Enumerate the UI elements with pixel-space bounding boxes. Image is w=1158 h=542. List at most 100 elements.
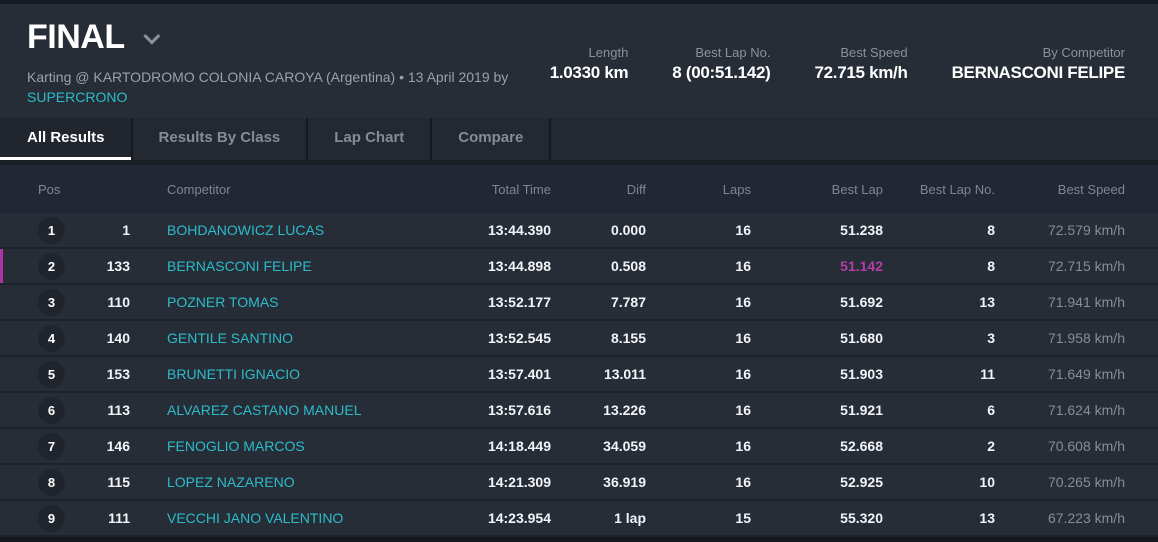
- best-speed-cell: 70.265 km/h: [1047, 474, 1125, 490]
- stat-by-competitor: By Competitor BERNASCONI FELIPE: [951, 44, 1126, 118]
- column-header-best-lap: Best Lap: [831, 181, 883, 197]
- diff-cell: 13.011: [603, 366, 646, 382]
- table-row[interactable]: 4 140 GENTILE SANTINO 13:52.545 8.155 16 51.68…: [0, 321, 1158, 357]
- diff-cell: 0.508: [610, 258, 646, 274]
- competitor-link[interactable]: BRUNETTI IGNACIO: [167, 366, 301, 382]
- position-cell: 9: [0, 504, 92, 532]
- best-lap-cell: 52.925: [840, 474, 883, 490]
- kart-number-cell: 153: [106, 366, 130, 382]
- best-lap-no-cell: 2: [987, 438, 995, 454]
- competitor-link[interactable]: LOPEZ NAZARENO: [167, 474, 295, 490]
- laps-cell: 16: [735, 438, 751, 454]
- column-header-best-lap-no: Best Lap No.: [919, 181, 995, 197]
- best-lap-cell: 51.903: [840, 366, 883, 382]
- column-header-diff: Diff: [626, 181, 646, 197]
- kart-number-cell: 146: [106, 438, 130, 454]
- best-lap-no-cell: 13: [979, 510, 995, 526]
- table-row[interactable]: 8 115 LOPEZ NAZARENO 14:21.309 36.919 16 52.92…: [0, 465, 1158, 501]
- table-row[interactable]: 3 110 POZNER TOMAS 13:52.177 7.787 16 51.692 13…: [0, 285, 1158, 321]
- tab-all-results[interactable]: All Results: [0, 118, 133, 160]
- table-row[interactable]: 2 133 BERNASCONI FELIPE 13:44.898 0.508 16 51.…: [0, 249, 1158, 285]
- diff-cell: 36.919: [603, 474, 646, 490]
- chevron-down-icon[interactable]: [142, 27, 160, 45]
- best-lap-no-cell: 10: [979, 474, 995, 490]
- stat-length: Length 1.0330 km: [550, 44, 629, 118]
- kart-number-cell: 140: [106, 330, 130, 346]
- best-speed-cell: 67.223 km/h: [1047, 510, 1125, 526]
- best-speed-cell: 71.958 km/h: [1047, 330, 1125, 346]
- position-badge: 8: [38, 468, 65, 496]
- stat-label: Length: [588, 45, 629, 60]
- tab-lap-chart[interactable]: Lap Chart: [308, 118, 433, 160]
- competitor-link[interactable]: ALVAREZ CASTANO MANUEL: [167, 402, 362, 418]
- competitor-link[interactable]: GENTILE SANTINO: [167, 330, 294, 346]
- laps-cell: 16: [735, 474, 751, 490]
- position-cell: 3: [0, 288, 92, 316]
- laps-cell: 16: [735, 222, 751, 238]
- best-lap-no-cell: 3: [987, 330, 995, 346]
- position-cell: 5: [0, 360, 92, 388]
- organizer-link[interactable]: SUPERCRONO: [27, 89, 128, 105]
- table-row[interactable]: 6 113 ALVAREZ CASTANO MANUEL 13:57.616 13.22…: [0, 393, 1158, 429]
- session-title-dropdown[interactable]: FINAL: [27, 18, 508, 57]
- best-lap-no-cell: 11: [980, 366, 995, 382]
- diff-cell: 34.059: [603, 438, 646, 454]
- position-badge: 1: [38, 216, 65, 244]
- total-time-cell: 13:57.616: [487, 402, 551, 418]
- session-header: FINAL Karting @ KARTODROMO COLONIA CAROY…: [0, 4, 1158, 118]
- competitor-link[interactable]: VECCHI JANO VALENTINO: [167, 510, 344, 526]
- best-speed-cell: 72.715 km/h: [1047, 258, 1125, 274]
- position-cell: 8: [0, 468, 92, 496]
- page-bottom-edge: [0, 537, 1158, 542]
- best-speed-cell: 71.649 km/h: [1047, 366, 1125, 382]
- best-speed-cell: 71.624 km/h: [1047, 402, 1125, 418]
- table-row[interactable]: 7 146 FENOGLIO MARCOS 14:18.449 34.059 16 52.6…: [0, 429, 1158, 465]
- results-table-body: 1 1 BOHDANOWICZ LUCAS 13:44.390 0.000 16 51.23…: [0, 213, 1158, 537]
- table-header-row: Pos Competitor Total Time Diff Laps Best Lap B…: [0, 165, 1158, 213]
- stat-value: 72.715 km/h: [814, 63, 908, 82]
- best-lap-cell: 51.142: [840, 258, 883, 274]
- column-header-competitor: Competitor: [167, 181, 231, 197]
- best-speed-cell: 70.608 km/h: [1047, 438, 1125, 454]
- position-badge: 6: [38, 396, 65, 424]
- table-row[interactable]: 9 111 VECCHI JANO VALENTINO 14:23.954 1 lap 1…: [0, 501, 1158, 537]
- column-header-total-time: Total Time: [491, 181, 551, 197]
- kart-number-cell: 115: [107, 474, 130, 490]
- total-time-cell: 14:23.954: [487, 510, 551, 526]
- position-cell: 2: [0, 252, 92, 280]
- tab-results-by-class[interactable]: Results By Class: [133, 118, 309, 160]
- table-row[interactable]: 5 153 BRUNETTI IGNACIO 13:57.401 13.011 16 51.…: [0, 357, 1158, 393]
- best-lap-cell: 52.668: [840, 438, 883, 454]
- total-time-cell: 14:21.309: [487, 474, 551, 490]
- laps-cell: 16: [735, 330, 751, 346]
- table-row[interactable]: 1 1 BOHDANOWICZ LUCAS 13:44.390 0.000 16 51.23…: [0, 213, 1158, 249]
- competitor-link[interactable]: BERNASCONI FELIPE: [167, 258, 312, 274]
- kart-number-cell: 1: [122, 222, 130, 238]
- page-title: FINAL: [27, 18, 125, 56]
- best-lap-cell: 51.692: [840, 294, 883, 310]
- laps-cell: 16: [735, 294, 751, 310]
- best-lap-cell: 51.921: [840, 402, 883, 418]
- competitor-link[interactable]: POZNER TOMAS: [167, 294, 279, 310]
- best-lap-cell: 55.320: [840, 510, 883, 526]
- competitor-link[interactable]: BOHDANOWICZ LUCAS: [167, 222, 325, 238]
- best-lap-cell: 51.238: [840, 222, 883, 238]
- tab-compare[interactable]: Compare: [432, 118, 552, 160]
- column-header-best-speed: Best Speed: [1057, 181, 1125, 197]
- competitor-link[interactable]: FENOGLIO MARCOS: [167, 438, 305, 454]
- page-top-edge: [0, 0, 1158, 4]
- position-badge: 5: [38, 360, 65, 388]
- total-time-cell: 13:52.545: [487, 330, 551, 346]
- best-speed-cell: 71.941 km/h: [1047, 294, 1125, 310]
- column-header-laps: Laps: [722, 181, 751, 197]
- total-time-cell: 13:57.401: [487, 366, 551, 382]
- stat-label: Best Speed: [840, 45, 908, 60]
- kart-number-cell: 133: [106, 258, 130, 274]
- stat-value: BERNASCONI FELIPE: [951, 63, 1126, 82]
- position-badge: 7: [38, 432, 65, 460]
- session-subtitle: Karting @ KARTODROMO COLONIA CAROYA (Arg…: [27, 69, 509, 85]
- best-speed-cell: 72.579 km/h: [1047, 222, 1125, 238]
- kart-number-cell: 111: [108, 510, 130, 526]
- total-time-cell: 13:44.390: [487, 222, 551, 238]
- position-badge: 9: [38, 504, 65, 532]
